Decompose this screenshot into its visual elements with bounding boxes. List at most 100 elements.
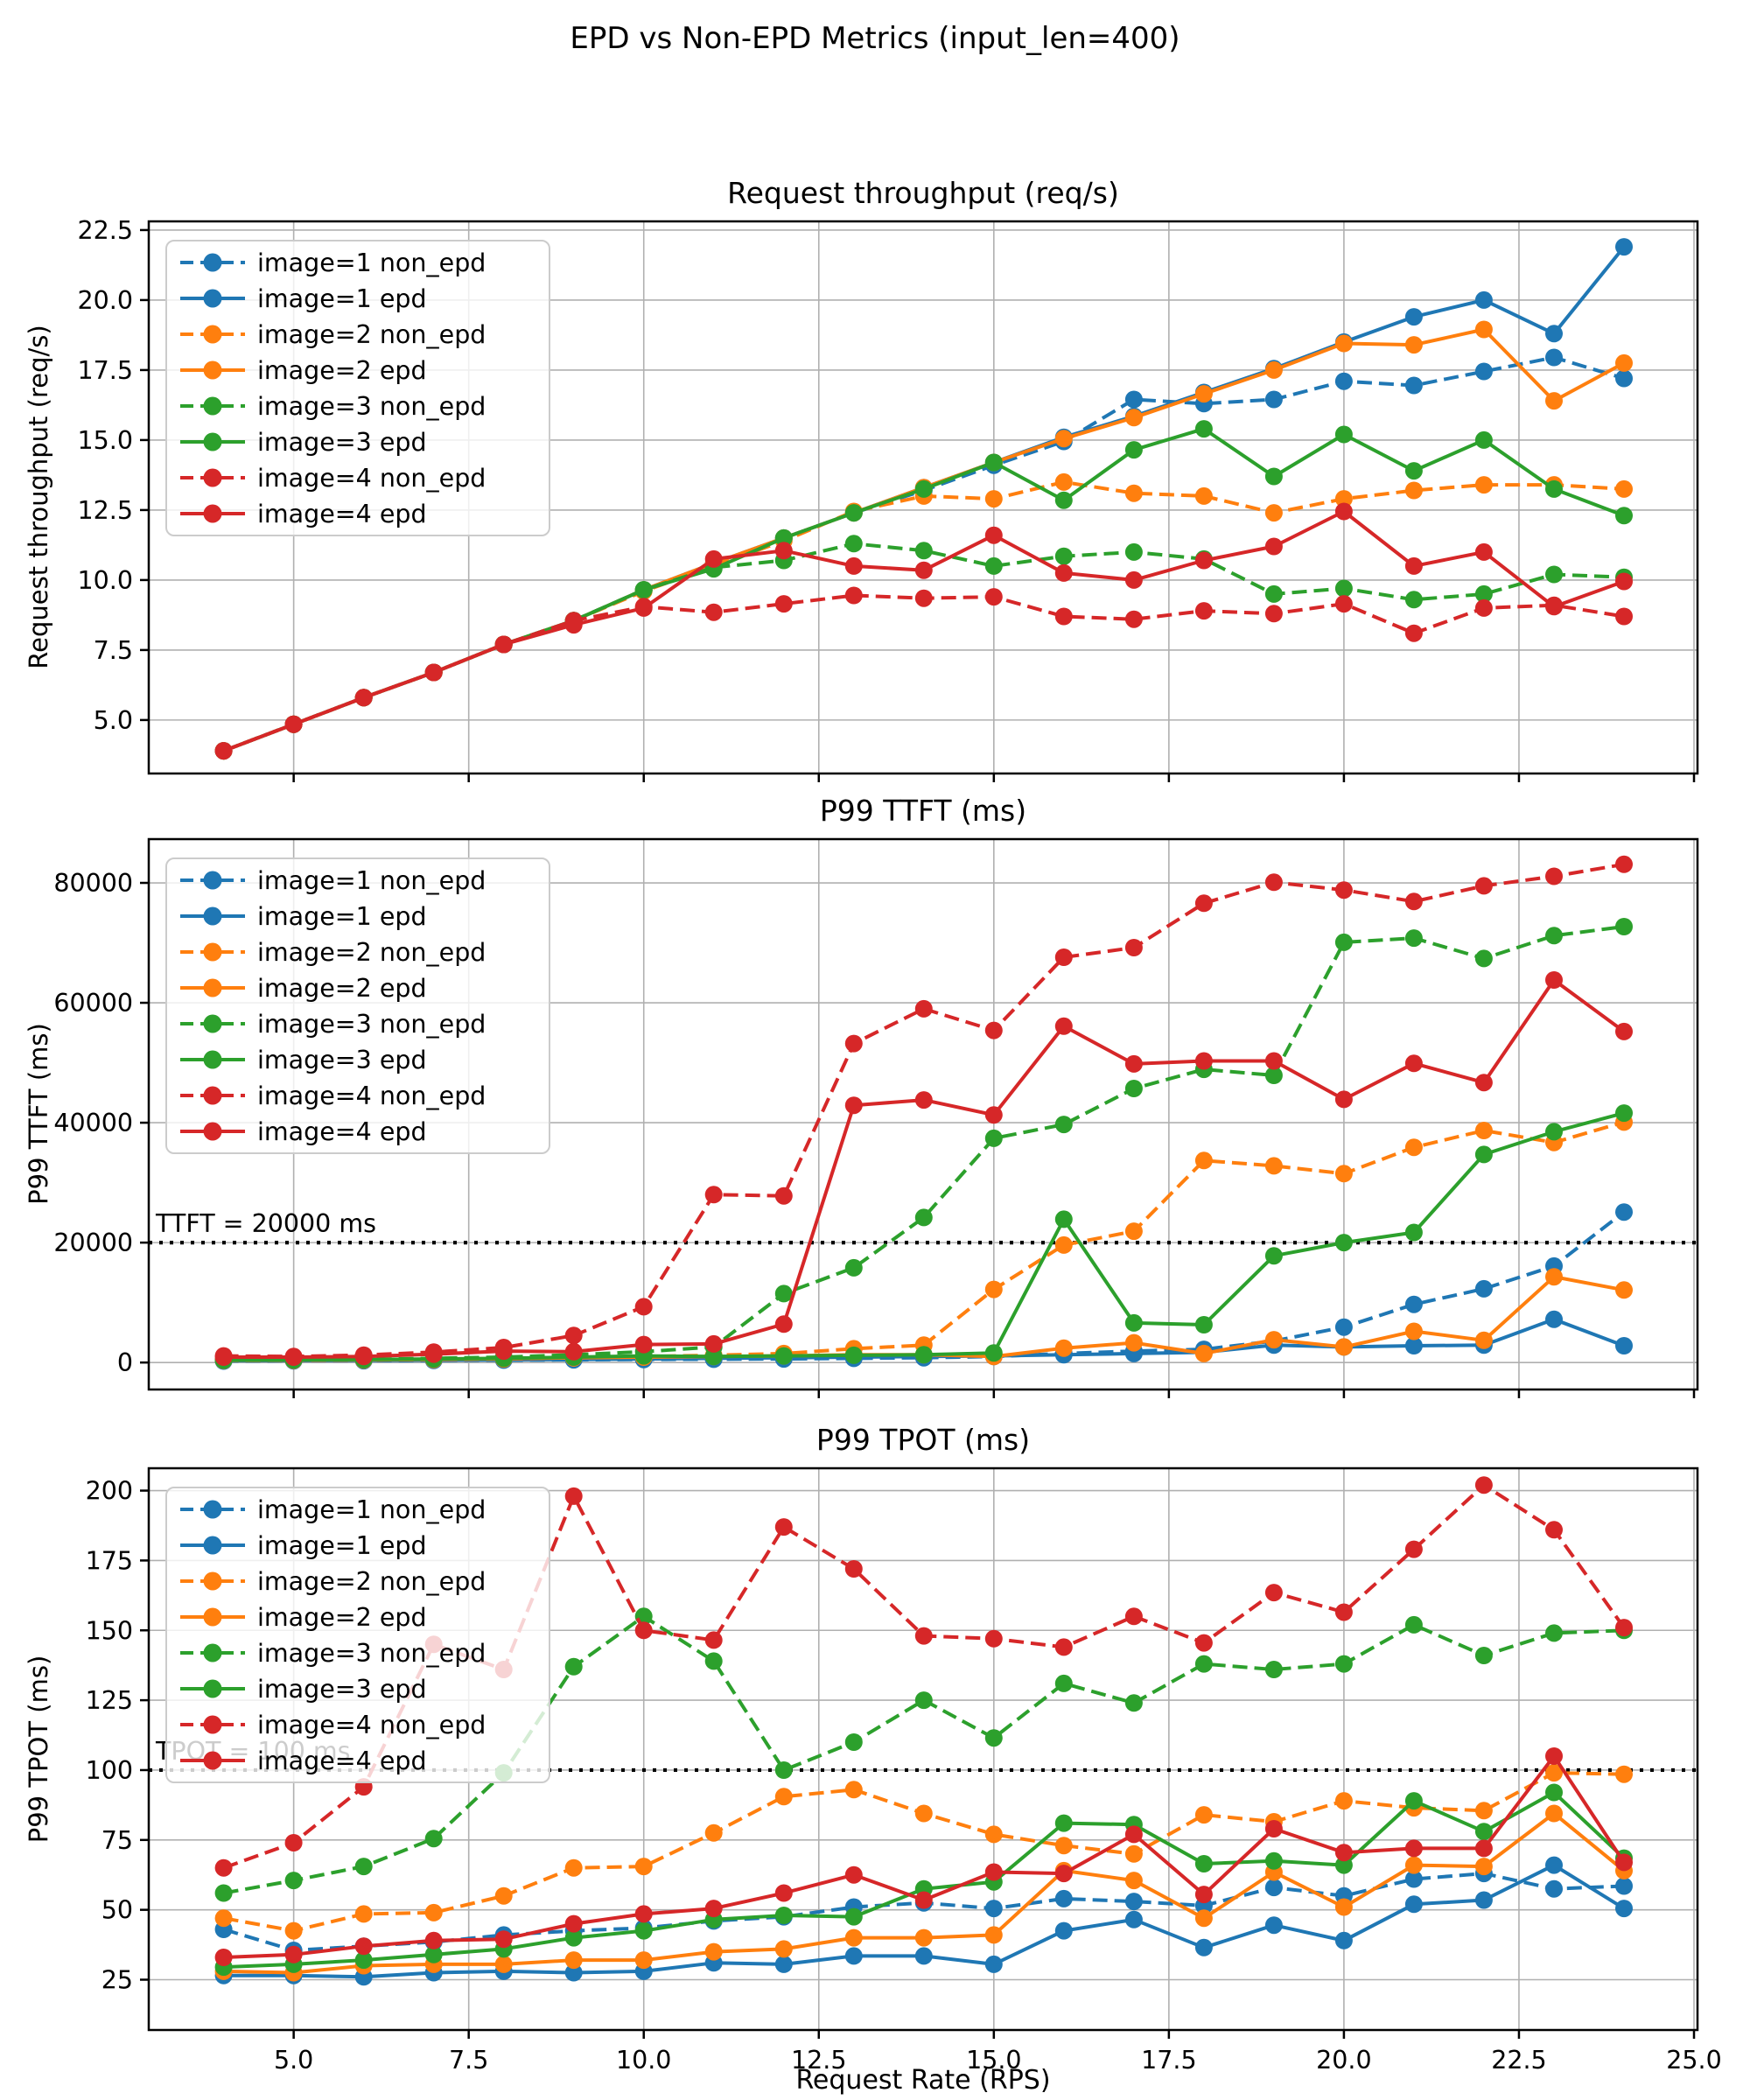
y-tick-label: 10.0 — [78, 566, 133, 595]
data-point — [634, 1298, 653, 1316]
data-point — [774, 1186, 793, 1205]
data-point — [844, 1908, 863, 1926]
data-point — [1264, 873, 1283, 892]
data-point — [1474, 598, 1493, 617]
plot-border — [147, 837, 1699, 1391]
data-point — [1474, 1891, 1493, 1909]
data-point — [214, 1884, 233, 1902]
data-point — [1615, 480, 1633, 498]
data-point — [704, 1942, 723, 1961]
data-point — [1264, 467, 1283, 486]
data-point — [1474, 542, 1493, 561]
data-point — [284, 1922, 303, 1940]
data-point — [1334, 1165, 1353, 1183]
data-point — [1124, 1910, 1143, 1928]
legend-label: image=1 non_epd — [257, 248, 486, 277]
data-point — [1615, 507, 1633, 525]
data-point — [1545, 1310, 1563, 1328]
legend-marker — [203, 978, 222, 998]
legend-item-image-2-non-epd: image=2 non_epd — [180, 1567, 486, 1596]
data-point — [774, 1315, 793, 1334]
data-point — [1054, 1017, 1073, 1035]
data-point — [1545, 1856, 1563, 1874]
data-point — [1054, 1674, 1073, 1692]
data-point — [564, 1858, 583, 1877]
data-point — [1474, 949, 1493, 968]
data-point — [1545, 1880, 1563, 1898]
data-point — [704, 1824, 723, 1842]
data-point — [774, 1788, 793, 1806]
data-point — [1474, 877, 1493, 895]
data-point — [424, 663, 443, 682]
legend-marker — [203, 504, 222, 523]
data-point — [564, 1951, 583, 1970]
data-point — [1474, 1823, 1493, 1841]
legend-label: image=2 non_epd — [257, 320, 486, 349]
data-point — [774, 1518, 793, 1536]
data-point — [1545, 565, 1563, 584]
data-point — [1474, 1858, 1493, 1876]
data-point — [914, 589, 933, 607]
x-tick-label: 20.0 — [1316, 2046, 1371, 2075]
data-point — [1334, 502, 1353, 521]
data-point — [914, 1928, 933, 1947]
series-image-4-epd — [214, 971, 1633, 1366]
legend-label: image=4 non_epd — [257, 1082, 486, 1110]
data-point — [1404, 892, 1423, 911]
data-point — [844, 1781, 863, 1799]
data-point — [1404, 462, 1423, 480]
legend-label: image=2 epd — [257, 1603, 427, 1632]
data-point — [1124, 1893, 1143, 1911]
data-point — [284, 1348, 303, 1366]
y-tick-label: 100 — [86, 1756, 133, 1785]
data-point — [774, 1940, 793, 1958]
legend-item-image-2-epd: image=2 epd — [180, 974, 427, 1003]
data-point — [1334, 1655, 1353, 1673]
data-point — [844, 1096, 863, 1115]
data-point — [1474, 1074, 1493, 1092]
legend-marker — [203, 360, 222, 380]
data-point — [914, 1947, 933, 1965]
series-image-4-epd — [214, 1747, 1633, 1966]
data-point — [914, 1208, 933, 1227]
legend-item-image-4-epd: image=4 epd — [180, 1746, 427, 1775]
y-tick-label: 20000 — [53, 1228, 133, 1257]
x-tick-label: 10.0 — [616, 2046, 671, 2075]
y-tick-label: 150 — [86, 1616, 133, 1645]
data-point — [1124, 610, 1143, 628]
data-point — [1054, 1236, 1073, 1254]
data-point — [984, 556, 1003, 575]
data-point — [494, 1955, 513, 1973]
data-point — [844, 504, 863, 522]
y-tick-label: 20.0 — [78, 286, 133, 315]
legend-marker — [203, 1500, 222, 1519]
data-point — [1404, 1792, 1423, 1810]
data-point — [774, 1761, 793, 1779]
data-point — [914, 561, 933, 579]
data-point — [1124, 939, 1143, 956]
legend-label: image=3 epd — [257, 1046, 427, 1074]
data-point — [1545, 927, 1563, 945]
data-point — [1264, 584, 1283, 603]
data-point — [1334, 579, 1353, 598]
data-point — [1545, 348, 1563, 367]
legend-marker — [203, 1751, 222, 1770]
data-point — [1334, 1338, 1353, 1356]
data-point — [1404, 308, 1423, 326]
data-point — [564, 1326, 583, 1345]
legend-box — [165, 240, 550, 536]
data-point — [1334, 933, 1353, 951]
legend-marker — [203, 1715, 222, 1734]
data-point — [984, 1344, 1003, 1362]
data-point — [1334, 1234, 1353, 1252]
legend-item-image-1-epd: image=1 epd — [180, 1531, 427, 1560]
data-point — [844, 556, 863, 575]
data-point — [844, 1258, 863, 1277]
data-point — [1194, 1886, 1213, 1904]
x-axis-label: Request Rate (RPS) — [795, 2065, 1051, 2096]
data-point — [844, 1034, 863, 1053]
y-tick-label: 60000 — [53, 989, 133, 1018]
data-point — [1545, 1783, 1563, 1802]
data-point — [844, 586, 863, 605]
chart-ttft-title: P99 TTFT (ms) — [819, 794, 1027, 828]
